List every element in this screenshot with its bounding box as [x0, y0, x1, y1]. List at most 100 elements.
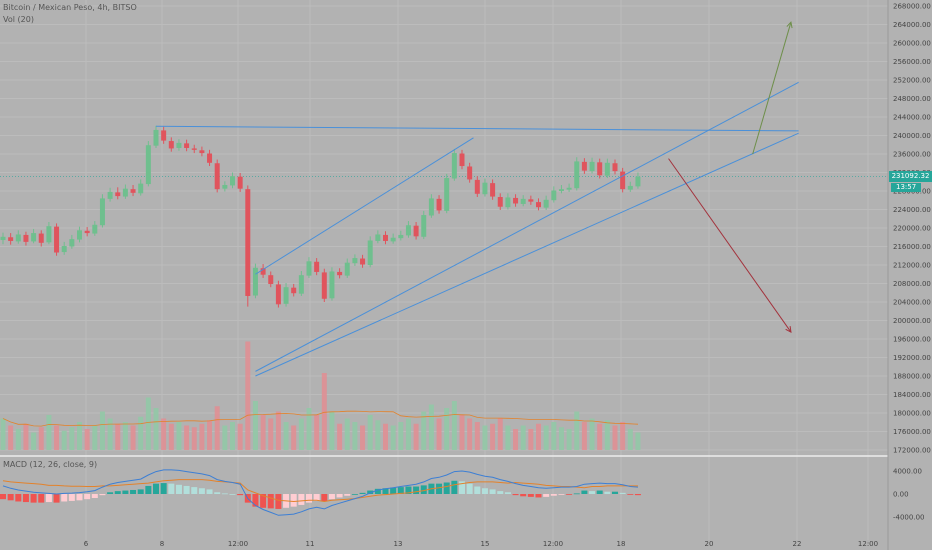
candle-body: [329, 271, 335, 299]
volume-bar: [597, 423, 603, 450]
time-tick-label: 15: [481, 540, 490, 548]
last-price-badge: 231092.32: [889, 171, 932, 182]
bullish-projection-arrow: [752, 22, 792, 155]
macd-histogram-bar: [153, 483, 159, 494]
volume-bar: [122, 422, 128, 450]
price-tick-label: 196000.00: [893, 336, 931, 344]
volume-bar: [467, 418, 473, 450]
macd-histogram-bar: [183, 485, 190, 494]
candle-body: [627, 185, 633, 190]
price-tick-label: 220000.00: [893, 225, 931, 233]
candle-body: [360, 258, 366, 265]
candle-body: [581, 161, 587, 171]
trend-line: [155, 125, 799, 132]
volume-bar: [528, 429, 534, 450]
macd-histogram-bar: [168, 483, 175, 494]
candle-body: [230, 176, 235, 186]
time-tick-label: 6: [84, 540, 89, 548]
candle-body: [138, 183, 144, 194]
volume-bar: [207, 420, 213, 450]
bar-countdown: 13:57: [891, 183, 922, 192]
volume-bar: [490, 423, 496, 450]
volume-bar: [497, 418, 503, 450]
macd-histogram-bar: [328, 494, 335, 500]
macd-tick-label: 0.00: [893, 491, 909, 499]
macd-tick-label: 4000.00: [893, 468, 922, 476]
candle-body: [513, 197, 519, 204]
macd-histogram-bar: [367, 490, 374, 494]
candle-body: [207, 153, 213, 163]
macd-histogram-bar: [558, 494, 565, 495]
macd-histogram-bar: [543, 494, 550, 497]
volume-bar: [566, 429, 572, 450]
candle-body: [589, 161, 595, 172]
volume-bar: [627, 429, 633, 450]
symbol-title: Bitcoin / Mexican Peso, 4h, BITSO: [3, 3, 137, 12]
macd-histogram-bar: [198, 488, 205, 494]
candle-body: [184, 143, 190, 148]
macd-histogram-bar: [114, 491, 121, 494]
candle-body: [122, 188, 128, 197]
macd-histogram-bar: [390, 487, 397, 494]
candle-body: [69, 239, 75, 247]
price-tick-label: 240000.00: [893, 132, 931, 140]
price-tick-label: 176000.00: [893, 428, 931, 436]
time-tick-label: 12:00: [543, 540, 563, 548]
volume-bar: [337, 423, 343, 450]
macd-histogram-bar: [214, 492, 221, 494]
volume-bar: [459, 415, 465, 450]
volume-bar: [574, 411, 580, 450]
candle-body: [367, 240, 373, 265]
macd-histogram-bar: [290, 494, 297, 507]
macd-histogram-bar: [527, 494, 534, 497]
price-tick-label: 248000.00: [893, 95, 931, 103]
macd-histogram-bar: [589, 491, 596, 494]
price-tick-label: 268000.00: [893, 3, 931, 11]
price-tick-label: 180000.00: [893, 410, 931, 418]
candle-body: [444, 178, 450, 211]
macd-histogram-bar: [275, 494, 282, 509]
volume-bar: [115, 423, 121, 450]
volume-bar: [184, 425, 190, 450]
price-tick-label: 216000.00: [893, 243, 931, 251]
candle-body: [199, 150, 205, 154]
candle-body: [451, 153, 457, 179]
macd-histogram-bar: [145, 485, 152, 494]
price-tick-label: 188000.00: [893, 373, 931, 381]
candle-body: [31, 233, 37, 242]
macd-histogram-bar: [107, 492, 114, 494]
volume-bar: [505, 425, 511, 450]
candle-body: [153, 129, 159, 146]
volume-bar: [589, 418, 595, 450]
price-tick-label: 212000.00: [893, 262, 931, 270]
macd-histogram-bar: [336, 494, 343, 498]
candle-body: [421, 215, 427, 237]
candle-body: [352, 258, 358, 264]
volume-bar: [612, 425, 618, 450]
volume-bar: [513, 429, 519, 450]
volume-bar: [23, 423, 29, 450]
candle-body: [337, 271, 343, 276]
price-tick-label: 204000.00: [893, 299, 931, 307]
macd-histogram-bar: [0, 494, 6, 500]
candle-body: [252, 267, 258, 296]
macd-histogram-bar: [38, 494, 45, 503]
volume-bar: [31, 432, 37, 450]
trend-line: [255, 81, 799, 372]
macd-histogram-bar: [130, 489, 137, 494]
macd-histogram-bar: [535, 494, 542, 498]
volume-bar: [321, 373, 327, 450]
macd-histogram-bar: [84, 494, 91, 500]
volume-bar: [444, 408, 450, 450]
time-tick-label: 13: [394, 540, 403, 548]
volume-bar: [344, 418, 350, 450]
candle-body: [528, 199, 534, 202]
candle-body: [8, 237, 14, 241]
macd-signal-line: [2, 479, 638, 503]
macd-histogram-bar: [451, 480, 458, 494]
volume-bar: [436, 418, 442, 450]
volume-bar: [145, 397, 151, 450]
volume-bar: [0, 418, 6, 450]
price-tick-label: 264000.00: [893, 21, 931, 29]
